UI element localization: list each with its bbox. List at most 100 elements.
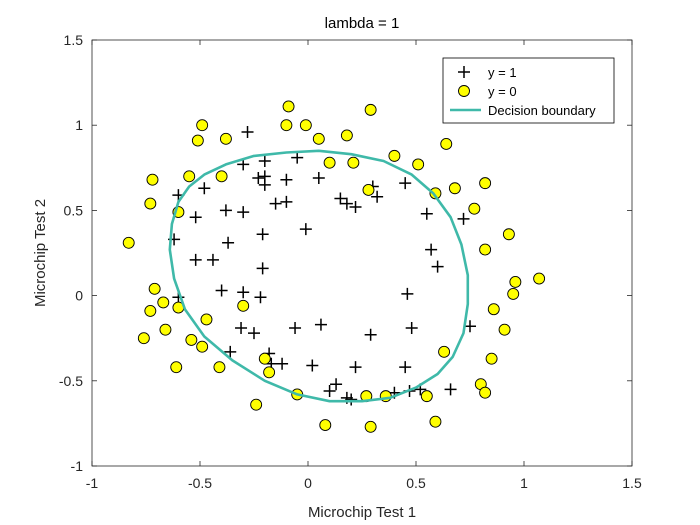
y0-point-54 <box>250 398 263 411</box>
y1-point-3 <box>291 151 304 164</box>
y1-point-48 <box>276 357 289 370</box>
y1-point-19 <box>219 204 232 217</box>
y1-point-40 <box>289 321 302 334</box>
y1-point-37 <box>401 287 414 300</box>
y1-point-32 <box>431 260 444 273</box>
y1-point-58 <box>444 383 457 396</box>
y0-point-36 <box>487 303 500 316</box>
legend: y = 1 y = 0 Decision boundary <box>442 57 615 124</box>
y1-point-11 <box>269 197 282 210</box>
y1-point-27 <box>189 253 202 266</box>
y0-point-43 <box>258 352 271 365</box>
y1-point-23 <box>222 236 235 249</box>
y0-point-26 <box>502 228 515 241</box>
y1-point-2 <box>258 154 271 167</box>
y0-point-17 <box>429 187 442 200</box>
y0-point-9 <box>440 137 453 150</box>
x-tick-label-2: 0 <box>304 475 312 491</box>
y0-point-12 <box>215 170 228 183</box>
legend-circle-marker <box>458 85 470 97</box>
y0-point-33 <box>144 304 157 317</box>
y1-point-20 <box>237 206 250 219</box>
y1-point-6 <box>280 173 293 186</box>
y0-point-31 <box>507 287 520 300</box>
y1-point-33 <box>215 284 228 297</box>
y0-point-57 <box>429 415 442 428</box>
decision-boundary-line <box>168 149 470 403</box>
y0-point-0 <box>282 100 295 113</box>
y1-point-52 <box>330 378 343 391</box>
series-decision-boundary <box>168 149 470 403</box>
y0-point-16 <box>412 158 425 171</box>
legend-label-1: y = 0 <box>488 84 517 99</box>
y1-point-26 <box>256 262 269 275</box>
y0-point-23 <box>468 202 481 215</box>
y1-point-36 <box>254 291 267 304</box>
x-tick-label-3: 0.5 <box>406 475 426 491</box>
y1-point-0 <box>241 126 254 139</box>
y0-point-56 <box>364 420 377 433</box>
chart-title: lambda = 1 <box>325 15 400 32</box>
y0-point-42 <box>438 345 451 358</box>
y1-point-41 <box>314 318 327 331</box>
legend-label-2: Decision boundary <box>488 103 596 118</box>
y0-point-14 <box>347 156 360 169</box>
legend-item-0: y = 1 <box>458 65 517 80</box>
y1-point-50 <box>349 361 362 374</box>
y-tick-label-1: -0.5 <box>59 373 83 389</box>
y1-point-8 <box>312 172 325 185</box>
y1-point-28 <box>206 253 219 266</box>
y1-point-7 <box>258 178 271 191</box>
series-y-0 <box>122 100 546 433</box>
legend-box <box>442 57 615 124</box>
y0-point-27 <box>509 276 522 288</box>
legend-item-2: Decision boundary <box>450 103 596 118</box>
y0-point-28 <box>533 272 546 285</box>
y0-point-7 <box>312 132 325 145</box>
y-tick-label-0: -1 <box>71 458 84 474</box>
y0-point-8 <box>340 129 353 142</box>
y-axis-label: Microchip Test 2 <box>32 199 49 307</box>
y0-point-25 <box>479 243 492 256</box>
y1-point-54 <box>345 393 358 406</box>
y0-point-55 <box>319 419 332 432</box>
y1-point-21 <box>189 211 202 224</box>
y0-point-38 <box>137 332 150 345</box>
x-tick-label-0: -1 <box>86 475 99 491</box>
y1-point-38 <box>235 321 248 334</box>
y0-point-35 <box>200 313 213 326</box>
y0-point-13 <box>323 156 336 169</box>
y0-point-19 <box>479 177 492 190</box>
x-tick-label-5: 1.5 <box>622 475 642 491</box>
y1-point-25 <box>299 223 312 236</box>
y1-point-45 <box>224 345 237 358</box>
y1-point-29 <box>420 207 433 220</box>
y0-point-29 <box>148 282 161 295</box>
x-tick-label-4: 1 <box>520 475 528 491</box>
y0-point-15 <box>388 149 401 162</box>
y1-point-30 <box>457 212 470 225</box>
y0-point-34 <box>237 299 250 312</box>
y1-point-44 <box>464 320 476 333</box>
y1-point-15 <box>349 200 362 213</box>
y0-point-53 <box>420 390 433 403</box>
y-tick-label-3: 0.5 <box>64 202 84 218</box>
y0-point-6 <box>219 132 232 145</box>
axes-box <box>91 39 633 467</box>
y0-point-18 <box>448 182 461 195</box>
y1-point-24 <box>256 228 269 241</box>
x-tick-label-1: -0.5 <box>188 475 212 491</box>
y0-point-10 <box>183 170 196 183</box>
y0-point-30 <box>157 296 170 309</box>
y0-point-39 <box>498 323 511 336</box>
y1-point-51 <box>399 361 412 374</box>
y1-point-59 <box>323 385 336 398</box>
y1-point-17 <box>371 190 384 203</box>
legend-plus-marker <box>458 66 470 78</box>
y0-point-11 <box>146 173 159 186</box>
y1-point-34 <box>237 286 250 299</box>
y1-point-43 <box>405 321 418 334</box>
y0-point-45 <box>170 361 183 374</box>
y0-point-4 <box>299 119 312 132</box>
y1-point-4 <box>252 172 265 185</box>
